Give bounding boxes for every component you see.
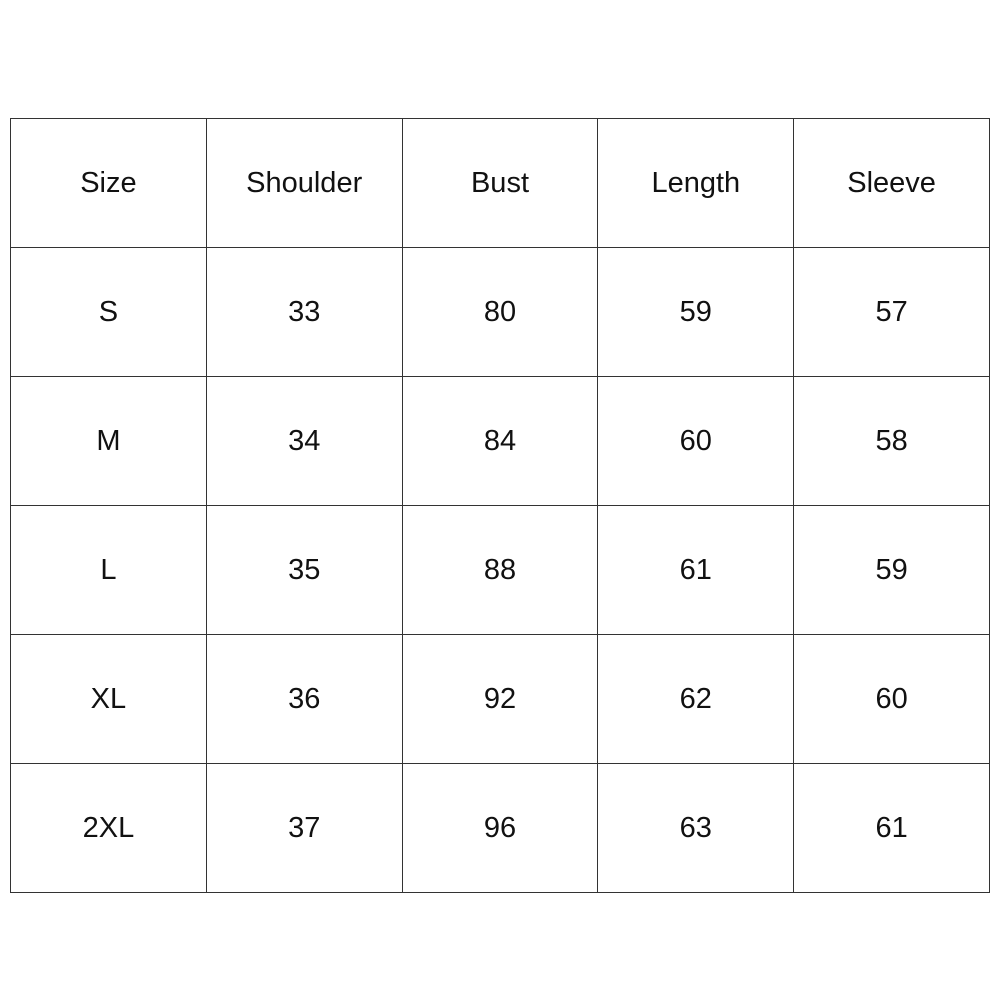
table-cell: 61 xyxy=(597,505,795,635)
table-cell: 88 xyxy=(401,505,599,635)
table-cell: XL xyxy=(10,634,207,764)
column-header: Bust xyxy=(401,118,599,248)
table-cell: 58 xyxy=(793,376,990,506)
table-cell: 80 xyxy=(401,247,599,377)
header-row: Size Shoulder Bust Length Sleeve xyxy=(10,118,990,248)
table-cell: 33 xyxy=(205,247,403,377)
table-cell: L xyxy=(10,505,207,635)
table-cell: 59 xyxy=(793,505,990,635)
table-cell: 2XL xyxy=(10,763,207,893)
table-row: L 35 88 61 59 xyxy=(10,505,990,635)
column-header: Size xyxy=(10,118,207,248)
table-row: S 33 80 59 57 xyxy=(10,247,990,377)
table-cell: 60 xyxy=(793,634,990,764)
table-cell: 96 xyxy=(401,763,599,893)
table-cell: 37 xyxy=(205,763,403,893)
table-cell: 84 xyxy=(401,376,599,506)
table-cell: 57 xyxy=(793,247,990,377)
table-row: 2XL 37 96 63 61 xyxy=(10,763,990,893)
table-cell: 35 xyxy=(205,505,403,635)
table-cell: 34 xyxy=(205,376,403,506)
table-cell: M xyxy=(10,376,207,506)
column-header: Length xyxy=(597,118,795,248)
column-header: Sleeve xyxy=(793,118,990,248)
table-cell: 92 xyxy=(401,634,599,764)
table-cell: 59 xyxy=(597,247,795,377)
table-cell: 36 xyxy=(205,634,403,764)
table-cell: 60 xyxy=(597,376,795,506)
table-cell: 62 xyxy=(597,634,795,764)
table-cell: S xyxy=(10,247,207,377)
table-cell: 63 xyxy=(597,763,795,893)
size-chart-table: Size Shoulder Bust Length Sleeve S 33 80 59 57 M 34… xyxy=(10,118,990,893)
table-cell: 61 xyxy=(793,763,990,893)
table-row: XL 36 92 62 60 xyxy=(10,634,990,764)
column-header: Shoulder xyxy=(205,118,403,248)
table-row: M 34 84 60 58 xyxy=(10,376,990,506)
